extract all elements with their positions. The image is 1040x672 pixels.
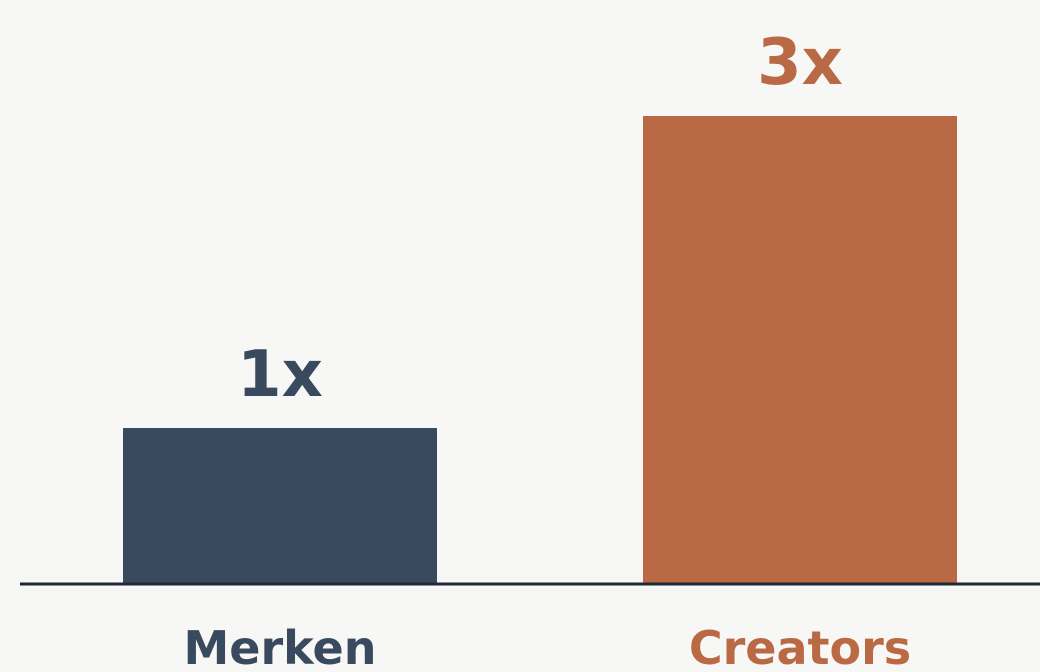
bar-merken — [123, 428, 437, 584]
value-label-creators: 3x — [757, 26, 843, 100]
value-label-merken: 1x — [237, 338, 323, 412]
category-label-merken: Merken — [184, 621, 377, 672]
category-label-creators: Creators — [689, 621, 911, 672]
bar-creators — [643, 116, 957, 584]
